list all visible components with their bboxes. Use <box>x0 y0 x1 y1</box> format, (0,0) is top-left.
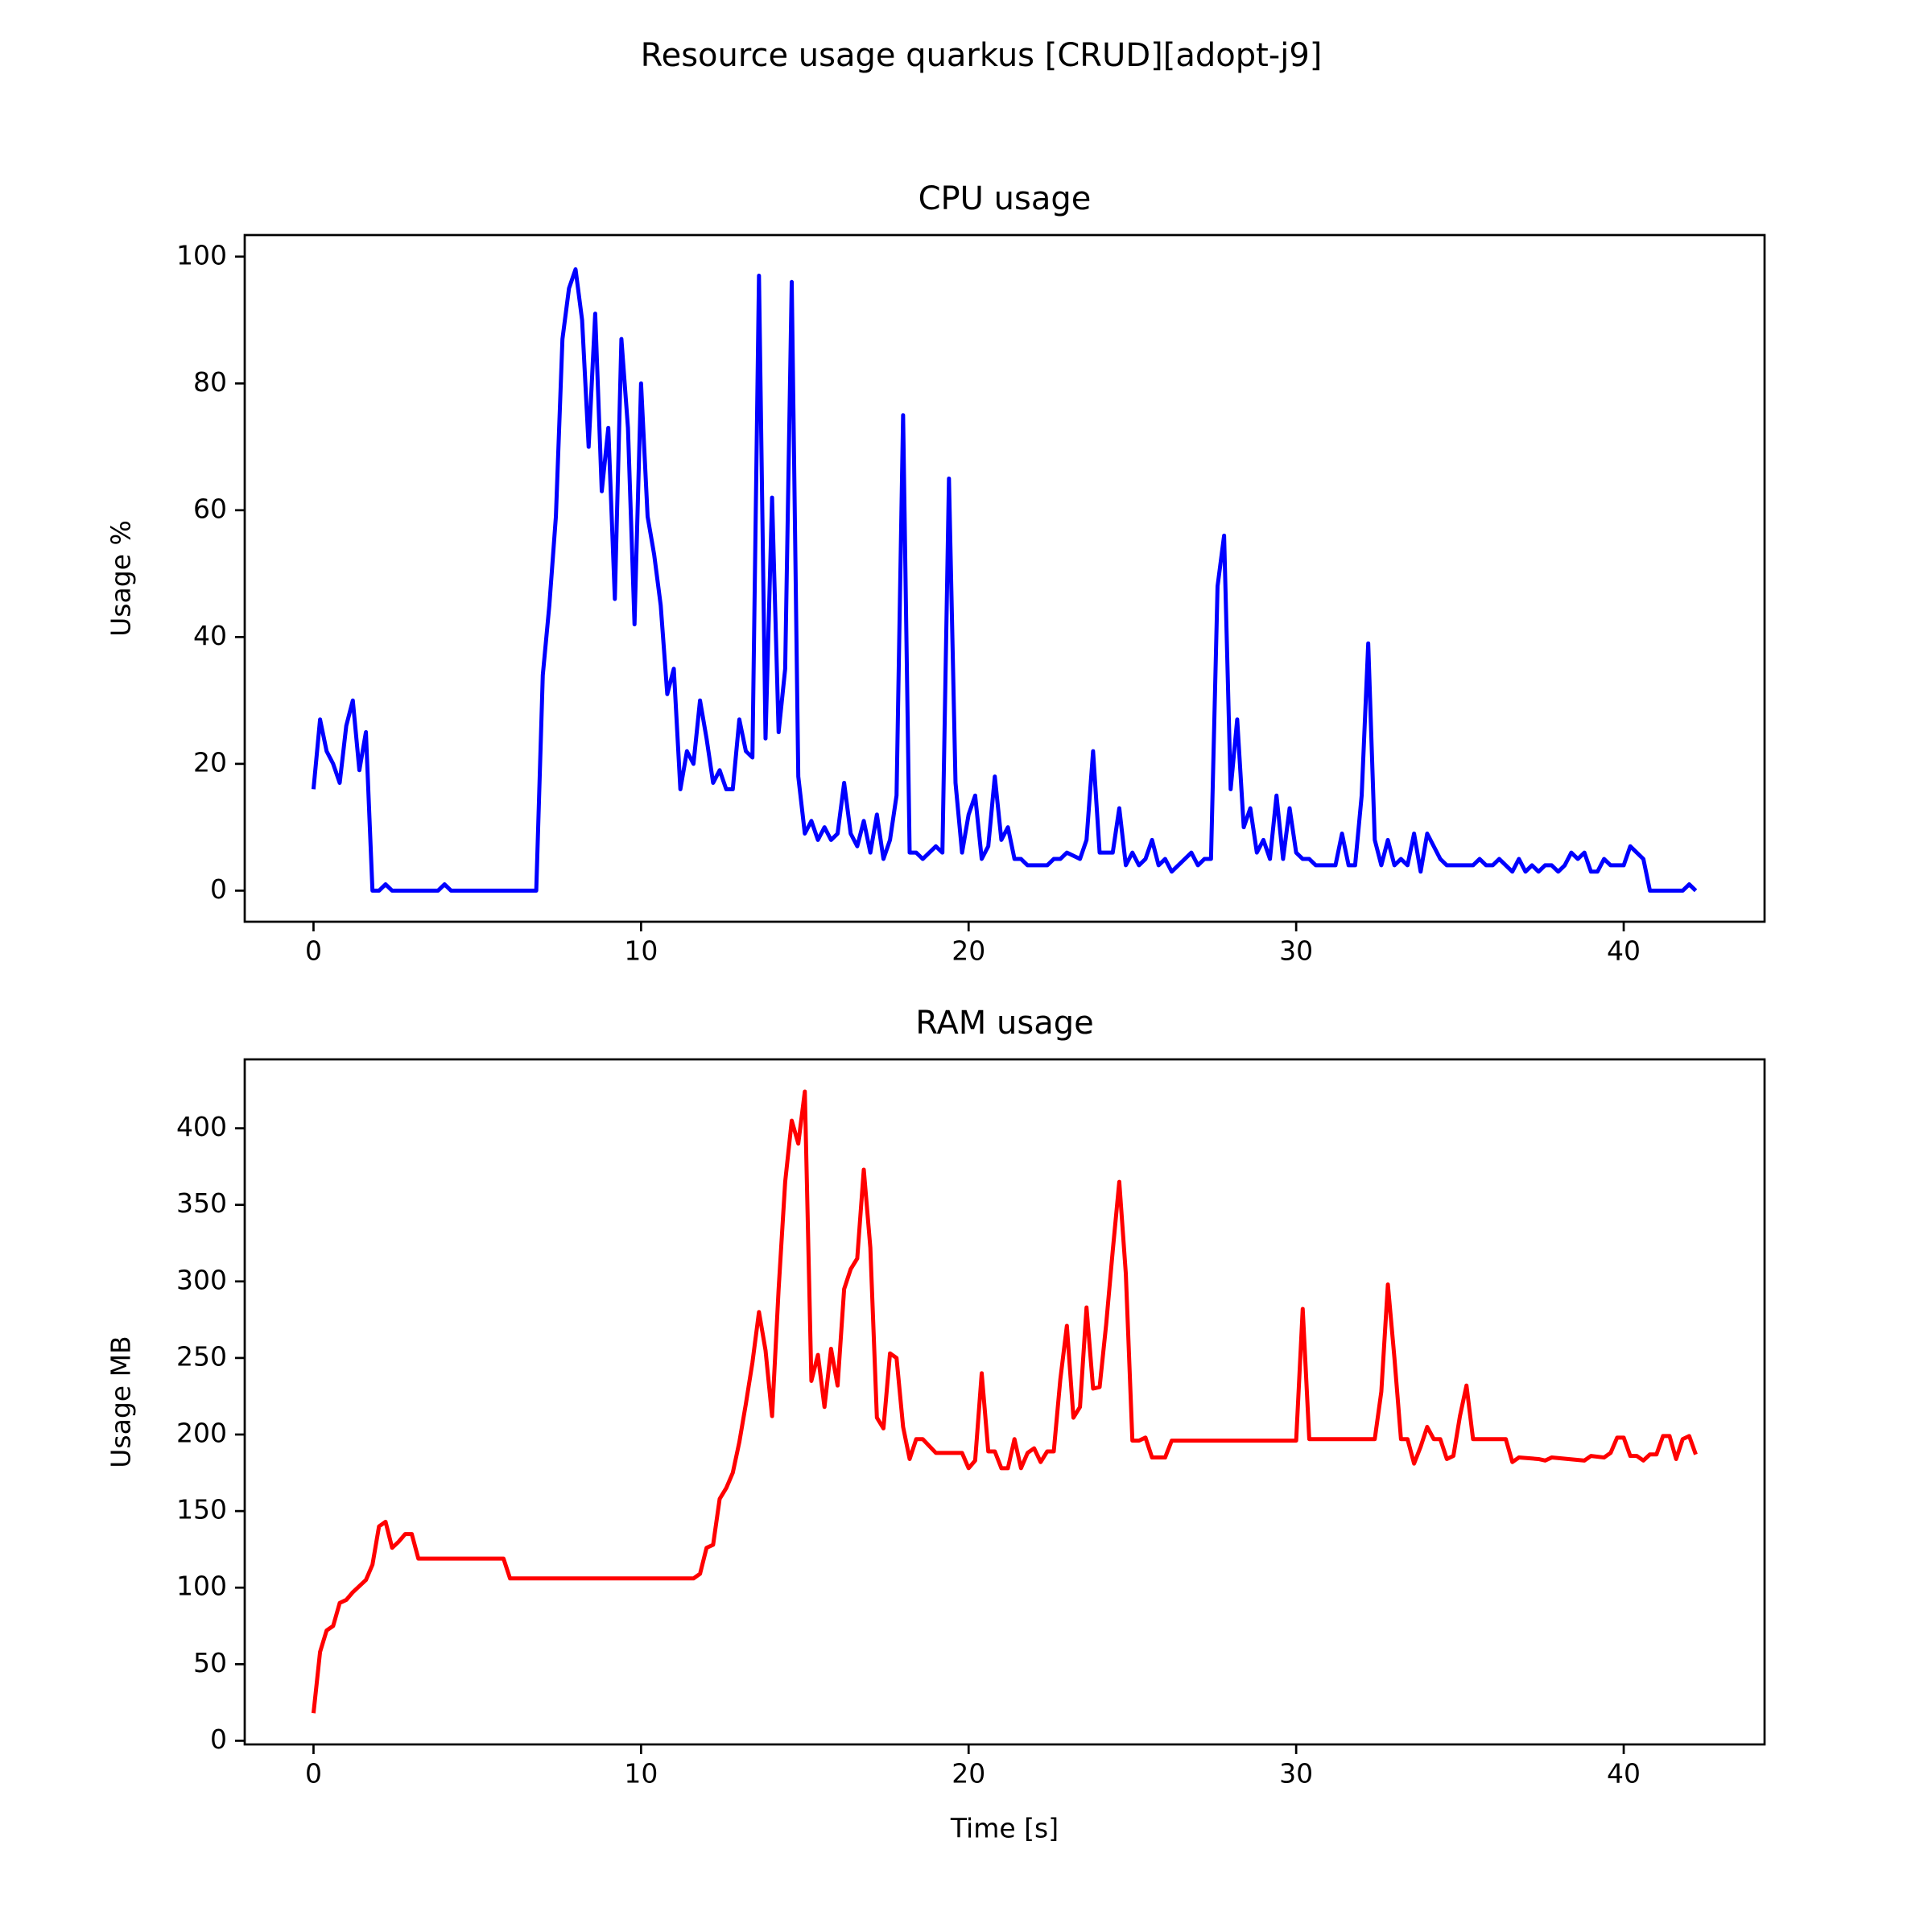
y-tick-label: 250 <box>176 1340 227 1372</box>
y-tick-label: 200 <box>176 1418 227 1449</box>
y-axis-label: Usage MB <box>105 1335 137 1468</box>
y-tick-label: 150 <box>176 1494 227 1525</box>
y-tick-label: 300 <box>176 1264 227 1295</box>
y-tick-label: 50 <box>193 1647 227 1678</box>
x-tick-label: 30 <box>1279 935 1313 967</box>
x-tick-label: 20 <box>952 935 985 967</box>
x-tick-label: 40 <box>1607 1758 1641 1790</box>
y-tick-label: 100 <box>176 1571 227 1602</box>
y-tick-label: 0 <box>210 1724 227 1755</box>
x-tick-label: 0 <box>305 1758 322 1790</box>
y-tick-label: 0 <box>210 873 227 905</box>
x-tick-label: 0 <box>305 935 322 967</box>
y-tick-label: 20 <box>193 746 227 778</box>
axes-frame <box>243 1058 1766 1746</box>
x-tick-label: 40 <box>1607 935 1641 967</box>
y-tick-label: 100 <box>176 239 227 270</box>
figure-title: Resource usage quarkus [CRUD][adopt-j9] <box>641 37 1323 74</box>
y-tick-label: 80 <box>193 366 227 398</box>
x-tick-label: 20 <box>952 1758 985 1790</box>
y-axis-label: Usage % <box>105 520 137 637</box>
x-tick-label: 30 <box>1279 1758 1313 1790</box>
data-line <box>311 267 1698 893</box>
y-tick-label: 40 <box>193 620 227 651</box>
subplot-title: CPU usage <box>919 180 1092 217</box>
x-tick-label: 10 <box>624 1758 658 1790</box>
x-tick-label: 10 <box>624 935 658 967</box>
x-axis-label: Time [s] <box>950 1813 1059 1844</box>
y-tick-label: 400 <box>176 1111 227 1142</box>
data-line <box>311 1089 1698 1714</box>
subplot-title: RAM usage <box>915 1005 1093 1042</box>
y-tick-label: 350 <box>176 1187 227 1219</box>
y-tick-label: 60 <box>193 493 227 524</box>
axes-frame <box>243 233 1766 923</box>
